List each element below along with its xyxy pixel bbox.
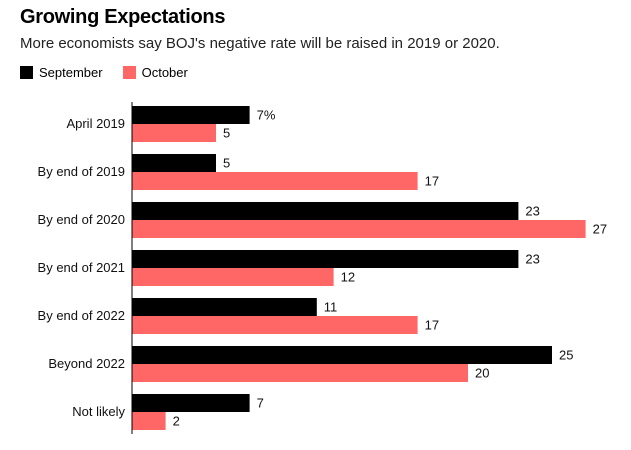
data-label-october-beyond-2022: 20 <box>475 366 489 381</box>
data-label-september-by-end-of-2020: 23 <box>525 204 539 219</box>
bar-september-beyond-2022 <box>132 346 552 364</box>
bar-september-by-end-of-2019 <box>132 154 216 172</box>
category-label-not-likely: Not likely <box>72 404 125 419</box>
category-label-by-end-of-2022: By end of 2022 <box>38 308 125 323</box>
bar-october-not-likely <box>132 412 166 430</box>
legend-swatch-september <box>20 65 33 79</box>
legend-label-october: October <box>141 64 188 80</box>
legend-label-september: September <box>39 64 103 80</box>
data-label-october-by-end-of-2019: 17 <box>425 174 439 189</box>
data-label-october-april-2019: 5 <box>223 126 230 141</box>
bar-october-beyond-2022 <box>132 364 468 382</box>
data-label-october-by-end-of-2022: 17 <box>425 318 439 333</box>
data-label-september-april-2019: 7% <box>257 108 276 123</box>
bar-september-by-end-of-2022 <box>132 298 317 316</box>
category-label-by-end-of-2021: By end of 2021 <box>38 260 125 275</box>
bar-september-not-likely <box>132 394 250 412</box>
category-label-beyond-2022: Beyond 2022 <box>48 356 125 371</box>
data-label-september-not-likely: 7 <box>257 396 264 411</box>
legend-swatch-october <box>122 65 136 79</box>
category-label-by-end-of-2019: By end of 2019 <box>38 164 125 179</box>
bar-october-by-end-of-2021 <box>132 268 334 286</box>
data-label-september-by-end-of-2019: 5 <box>223 156 230 171</box>
chart-subtitle: More economists say BOJ's negative rate … <box>20 35 500 52</box>
data-label-october-not-likely: 2 <box>173 414 180 429</box>
bar-september-by-end-of-2021 <box>132 250 519 268</box>
legend-item-september: September <box>20 65 103 80</box>
bar-october-by-end-of-2019 <box>132 172 418 190</box>
legend-item-october: October <box>122 64 188 80</box>
data-label-september-by-end-of-2022: 11 <box>324 300 338 315</box>
data-label-september-beyond-2022: 25 <box>559 348 573 363</box>
data-label-october-by-end-of-2020: 27 <box>593 222 607 237</box>
category-label-april-2019: April 2019 <box>66 116 125 131</box>
chart-title: Growing Expectations <box>20 6 226 28</box>
bar-october-by-end-of-2020 <box>132 220 586 238</box>
bar-september-by-end-of-2020 <box>132 202 519 220</box>
category-label-by-end-of-2020: By end of 2020 <box>38 212 125 227</box>
bar-october-by-end-of-2022 <box>132 316 418 334</box>
legend: September October <box>20 64 208 80</box>
bar-september-april-2019 <box>132 106 250 124</box>
bar-october-april-2019 <box>132 124 216 142</box>
data-label-october-by-end-of-2021: 12 <box>341 270 355 285</box>
data-label-september-by-end-of-2021: 23 <box>525 252 539 267</box>
